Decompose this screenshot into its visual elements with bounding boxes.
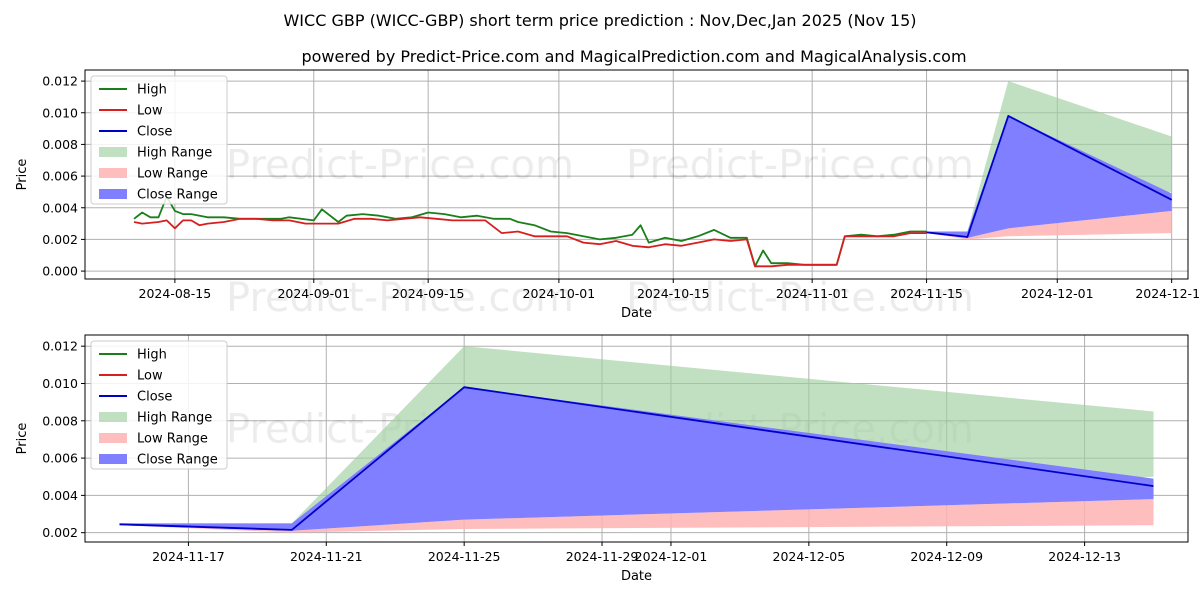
legend-label-close: Close — [137, 125, 172, 140]
x-tick-label: 2024-10-01 — [523, 286, 596, 301]
x-axis-label: Date — [621, 569, 652, 584]
y-tick-label: 0.002 — [42, 525, 78, 540]
x-tick-label: 2024-11-29 — [566, 549, 639, 564]
legend: High Low Close High Range Low Range Close Ran… — [90, 75, 228, 205]
legend-label-low-range: Low Range — [137, 167, 208, 182]
x-tick-label: 2024-12-01 — [1021, 286, 1094, 301]
x-tick-label: 2024-12-01 — [635, 549, 708, 564]
x-tick-label: 2024-09-01 — [277, 286, 350, 301]
legend-label-high: High — [137, 83, 167, 98]
y-tick-label: 0.012 — [42, 74, 78, 89]
y-tick-label: 0.010 — [42, 376, 78, 391]
y-tick-label: 0.010 — [42, 105, 78, 120]
legend: High Low Close High Range Low Range Close Ran… — [90, 340, 228, 470]
close-line — [119, 386, 1154, 531]
legend-label-close: Close — [137, 390, 172, 405]
y-tick-label: 0.004 — [42, 200, 78, 215]
close-range-band — [926, 115, 1172, 238]
y-tick-label: 0.008 — [42, 413, 78, 428]
legend-swatch-high-range — [99, 147, 127, 157]
x-tick-label: 2024-12-09 — [910, 549, 983, 564]
x-tick-label: 2024-12-05 — [773, 549, 846, 564]
legend-label-close-range: Close Range — [137, 453, 218, 468]
x-tick-label: 2024-09-15 — [392, 286, 465, 301]
x-tick-label: 2024-10-15 — [637, 286, 710, 301]
x-tick-label: 2024-11-25 — [428, 549, 501, 564]
legend-label-high-range: High Range — [137, 146, 212, 161]
low-range-band — [119, 499, 1154, 533]
legend-swatch-low-range — [99, 433, 127, 443]
watermark: Predict-Price.com — [626, 143, 974, 189]
y-axis-label: Price — [15, 423, 30, 455]
legend-label-high: High — [137, 348, 167, 363]
close-line — [926, 115, 1173, 238]
x-axis-label: Date — [621, 306, 652, 321]
x-tick-label: 2024-11-17 — [152, 549, 225, 564]
y-tick-label: 0.002 — [42, 232, 78, 247]
high-line — [133, 195, 927, 268]
y-tick-label: 0.006 — [42, 169, 78, 184]
legend-swatch-high-range — [99, 412, 127, 422]
legend-label-high-range: High Range — [137, 411, 212, 426]
legend-label-low: Low — [137, 369, 163, 384]
watermark: Predict-Price.com — [226, 275, 574, 321]
chart-title: WICC GBP (WICC-GBP) short term price pre… — [283, 11, 916, 30]
legend-label-low-range: Low Range — [137, 432, 208, 447]
legend-label-close-range: Close Range — [137, 188, 218, 203]
low-line — [133, 216, 927, 268]
y-tick-label: 0.006 — [42, 451, 78, 466]
chart-panel-2: 0.002 0.004 0.006 0.008 0.010 0.012 2024-11-17… — [15, 334, 1189, 584]
chart-panel-1: 0.000 0.002 0.004 0.006 0.008 0.010 0.012 2024-… — [15, 69, 1200, 321]
x-tick-label: 2024-11-01 — [776, 286, 849, 301]
legend-swatch-close-range — [99, 189, 127, 199]
legend-swatch-close-range — [99, 454, 127, 464]
y-tick-label: 0.008 — [42, 137, 78, 152]
y-axis-label: Price — [15, 159, 30, 191]
legend-swatch-low-range — [99, 168, 127, 178]
x-tick-label: 2024-12-13 — [1048, 549, 1121, 564]
y-tick-label: 0.004 — [42, 488, 78, 503]
watermark: Predict-Price.com — [626, 275, 974, 321]
y-tick-label: 0.012 — [42, 339, 78, 354]
close-range-band — [119, 387, 1154, 531]
watermark: Predict-Price.com — [226, 143, 574, 189]
x-tick-label: 2024-08-15 — [139, 286, 212, 301]
x-tick-label: 2024-12-15 — [1135, 286, 1200, 301]
y-tick-label: 0.000 — [42, 264, 78, 279]
plot-frame — [84, 334, 1189, 543]
x-tick-label: 2024-11-15 — [890, 286, 963, 301]
plot-frame — [84, 69, 1189, 280]
legend-label-low: Low — [137, 104, 163, 119]
chart-subtitle: powered by Predict-Price.com and Magical… — [301, 47, 966, 66]
x-tick-label: 2024-11-21 — [290, 549, 363, 564]
low-range-band — [926, 210, 1172, 240]
